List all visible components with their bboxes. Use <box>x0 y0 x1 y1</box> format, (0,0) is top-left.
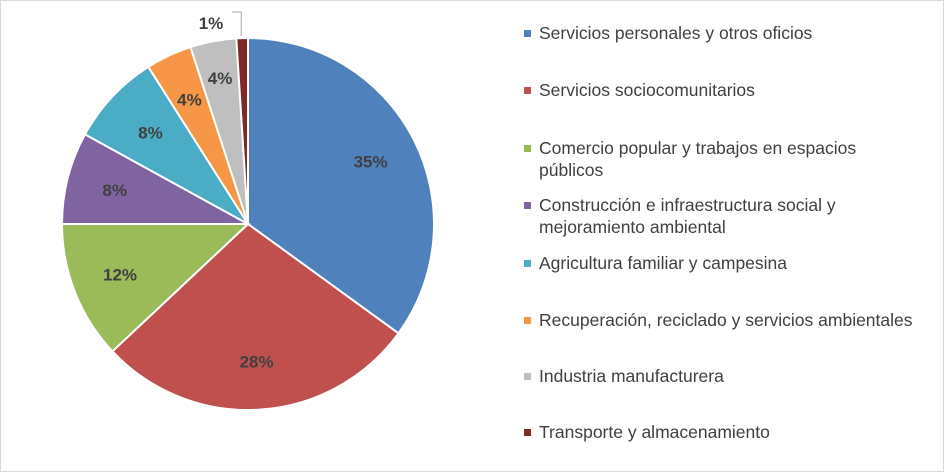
legend-label: Comercio popular y trabajos en espacios … <box>539 138 857 180</box>
leader-line <box>232 11 242 37</box>
legend-label: Transporte y almacenamiento <box>539 422 770 442</box>
legend-label: Servicios personales y otros oficios <box>539 23 813 43</box>
pie-slice <box>235 36 249 225</box>
slice-value-label: 12% <box>103 266 137 285</box>
pie-slices <box>60 36 435 411</box>
pie-slice <box>60 223 251 353</box>
legend-item: Servicios sociocomunitarios <box>524 79 919 101</box>
pie-slice <box>247 36 435 335</box>
legend-label: Recuperación, reciclado y servicios ambi… <box>539 310 913 330</box>
legend-item: Transporte y almacenamiento <box>524 421 919 443</box>
legend-swatch <box>524 202 531 209</box>
legend-item: Agricultura familiar y campesina <box>524 252 919 274</box>
pie-slice <box>83 65 249 225</box>
pie-slice <box>110 222 400 411</box>
legend-swatch <box>524 429 531 436</box>
legend-swatch <box>524 30 531 37</box>
slice-value-label: 1% <box>199 14 224 33</box>
legend-item: Servicios personales y otros oficios <box>524 22 919 44</box>
slice-value-label: 8% <box>138 123 163 142</box>
slice-value-label: 28% <box>240 352 274 371</box>
legend-label: Industria manufacturera <box>539 366 724 386</box>
legend-item: Comercio popular y trabajos en espacios … <box>524 137 919 181</box>
slice-value-label: 4% <box>177 91 202 110</box>
legend-swatch <box>524 87 531 94</box>
legend-swatch <box>524 317 531 324</box>
legend-label: Construcción e infraestructura social y … <box>539 195 836 237</box>
slice-value-label: 35% <box>354 153 388 172</box>
legend-item: Recuperación, reciclado y servicios ambi… <box>524 309 919 331</box>
legend-label: Agricultura familiar y campesina <box>539 253 788 273</box>
legend-swatch <box>524 260 531 267</box>
legend-label: Servicios sociocomunitarios <box>539 80 755 100</box>
pie-labels: 35% 28% 12% 8% 8% 4% 4% 1% <box>102 11 388 371</box>
legend-swatch <box>524 373 531 380</box>
legend-swatch <box>524 145 531 152</box>
slice-value-label: 4% <box>208 69 233 88</box>
legend-item: Construcción e infraestructura social y … <box>524 194 919 238</box>
pie-slice <box>60 133 249 225</box>
slice-value-label: 8% <box>102 181 127 200</box>
legend-item: Industria manufacturera <box>524 365 919 387</box>
